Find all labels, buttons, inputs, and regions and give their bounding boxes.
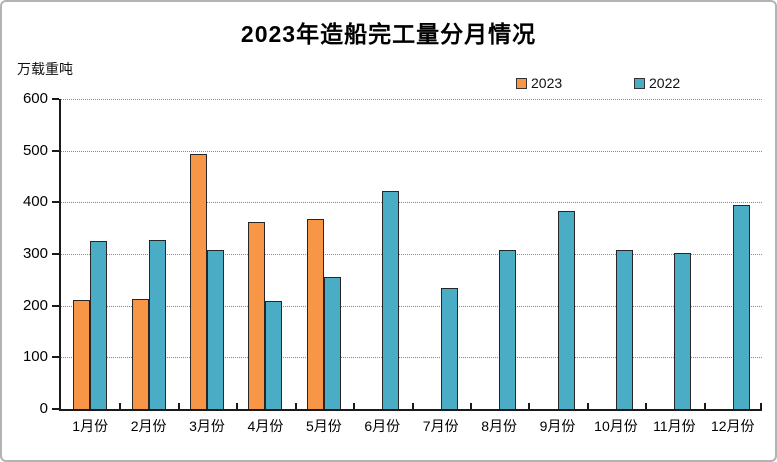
y-axis-tick-200: [52, 304, 59, 307]
x-axis-tick-2: [177, 403, 180, 409]
bar-2022-1月份: [90, 240, 108, 409]
bar-group-11月份: [645, 99, 703, 409]
y-axis-label-300: 300: [22, 245, 48, 262]
x-axis-tick-3: [236, 403, 239, 409]
x-axis-tick-5: [353, 403, 356, 409]
gridline-100: [61, 357, 762, 359]
gridline-600: [61, 99, 762, 100]
legend-label-2023: 2023: [531, 75, 563, 91]
x-axis-label-9月份: 9月份: [539, 418, 576, 434]
bar-2023-4月份: [248, 221, 266, 409]
y-axis-tick-500: [52, 149, 59, 152]
bar-group-10月份: [587, 99, 645, 409]
bar-group-9月份: [528, 99, 586, 409]
bar-2022-10月份: [615, 250, 633, 409]
bar-group-6月份: [353, 99, 411, 409]
bar-group-12月份: [704, 99, 762, 409]
bar-group-1月份: [61, 99, 119, 409]
x-axis-tick-8: [528, 403, 531, 409]
x-axis-tick-1: [119, 403, 122, 409]
bar-2022-9月份: [557, 210, 575, 409]
bar-group-3月份: [178, 99, 236, 409]
y-axis-label-0: 0: [39, 400, 48, 417]
gridline-500: [61, 150, 762, 152]
bar-2023-1月份: [73, 299, 91, 409]
bar-2022-4月份: [265, 300, 283, 409]
y-axis-tick-0: [52, 408, 59, 410]
bar-group-7月份: [412, 99, 470, 409]
legend-item-2023: 2023: [516, 75, 562, 91]
chart-title: 2023年造船完工量分月情况: [240, 21, 537, 47]
x-axis-label-11月份: 11月份: [653, 418, 696, 434]
y-axis-tick-400: [52, 201, 59, 204]
x-axis-tick-4: [294, 403, 297, 409]
bar-2023-2月份: [131, 299, 149, 409]
bar-group-5月份: [295, 99, 353, 409]
plot-area: 0 100 200 300 400 500 600 1月份 2月份 3月份 4月份 5月份 6月份 7月份…: [23, 90, 762, 434]
bar-group-8月份: [470, 99, 528, 409]
x-axis-label-8月份: 8月份: [481, 418, 517, 434]
y-axis-label-600: 600: [22, 90, 48, 107]
x-axis-tick-10: [645, 403, 648, 409]
x-axis-tick-9: [586, 403, 589, 409]
bar-2022-5月份: [323, 276, 341, 409]
x-axis-tick-12: [760, 403, 762, 409]
bar-group-2月份: [119, 99, 177, 409]
y-axis-tick-600: [52, 98, 59, 100]
x-axis-label-7月份: 7月份: [422, 418, 459, 434]
bar-2022-6月份: [382, 191, 400, 409]
bar-2023-3月份: [190, 154, 208, 409]
y-axis-label-400: 400: [22, 193, 48, 211]
bar-2023-5月份: [306, 219, 324, 409]
y-axis-tick-100: [52, 356, 59, 359]
legend-swatch-2023-icon: [516, 77, 527, 89]
x-axis-tick-6: [411, 403, 414, 409]
legend-label-2022: 2022: [649, 75, 681, 91]
x-axis-label-3月份: 3月份: [189, 418, 225, 434]
y-axis-label-100: 100: [22, 348, 48, 366]
bar-group-4月份: [236, 99, 294, 409]
y-axis-label-500: 500: [22, 141, 48, 159]
gridline-200: [61, 305, 762, 307]
gridline-400: [61, 202, 762, 204]
gridline-300: [61, 254, 762, 255]
bar-2022-8月份: [499, 249, 517, 409]
y-axis-unit-label: 万载重吨: [17, 61, 73, 77]
x-axis-tick-7: [469, 403, 472, 409]
legend-item-2022: 2022: [634, 75, 680, 91]
bar-2022-2月份: [148, 239, 166, 409]
bar-2022-3月份: [207, 250, 225, 409]
x-axis-tick-11: [703, 403, 706, 409]
legend-swatch-2022-icon: [634, 77, 645, 89]
x-axis-label-5月份: 5月份: [305, 418, 342, 434]
x-axis-label-2月份: 2月份: [130, 418, 167, 434]
bar-2022-12月份: [732, 205, 750, 409]
x-axis-label-4月份: 4月份: [247, 418, 284, 434]
x-axis-label-10月份: 10月份: [594, 418, 638, 434]
y-axis-label-200: 200: [22, 296, 48, 314]
bar-2022-7月份: [440, 288, 458, 409]
x-axis-label-12月份: 12月份: [710, 418, 755, 434]
y-axis-tick-300: [52, 253, 59, 255]
x-axis-label-1月份: 1月份: [72, 418, 109, 434]
x-axis-label-6月份: 6月份: [364, 418, 401, 434]
bar-2022-11月份: [674, 252, 692, 409]
